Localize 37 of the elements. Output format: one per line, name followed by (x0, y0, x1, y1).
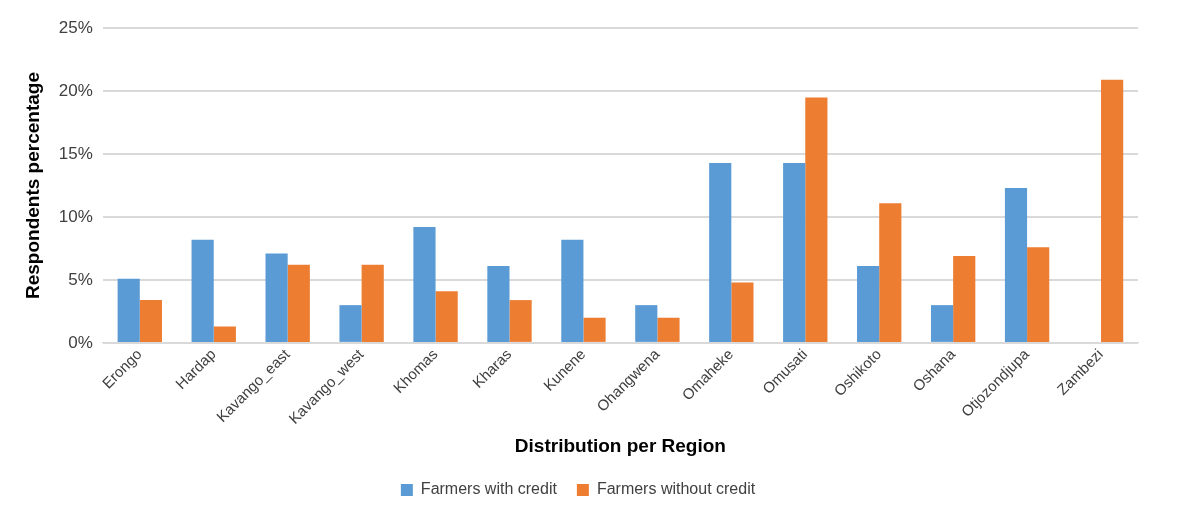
bar (265, 253, 288, 342)
bar (509, 300, 532, 342)
bar (857, 266, 880, 342)
bar (191, 239, 214, 342)
bar (1101, 79, 1124, 342)
bar (953, 256, 976, 342)
bar (117, 278, 140, 342)
bar (213, 326, 236, 342)
y-tick-label: 15% (58, 143, 93, 163)
bar (139, 300, 162, 342)
bar (1027, 247, 1050, 342)
bar (930, 305, 954, 342)
y-tick-label: 10% (58, 206, 93, 226)
y-tick-label: 5% (68, 269, 93, 289)
y-axis-title: Respondents percentage (21, 72, 43, 300)
y-tick-label: 20% (58, 80, 93, 100)
bar (709, 162, 732, 342)
bar (879, 203, 902, 342)
bar (783, 162, 806, 342)
legend-label: Farmers with credit (420, 480, 558, 498)
bar (1004, 188, 1028, 342)
x-axis-title: Distribution per Region (514, 434, 726, 456)
bar (561, 239, 584, 342)
bar (487, 266, 510, 342)
bar (435, 291, 458, 342)
bar (339, 305, 362, 342)
bar (361, 264, 384, 342)
bar (287, 264, 310, 342)
bar (657, 317, 680, 342)
bar (805, 97, 828, 342)
y-tick-label: 0% (68, 332, 93, 352)
legend-label: Farmers without credit (596, 480, 756, 498)
bar (583, 317, 606, 342)
bar (635, 305, 658, 342)
bar (731, 282, 754, 342)
y-tick-label: 25% (58, 17, 93, 37)
bar (413, 227, 436, 342)
